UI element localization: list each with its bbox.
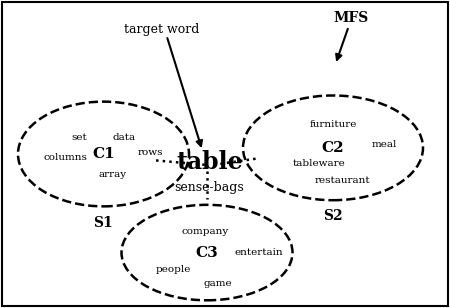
Text: S1: S1 xyxy=(94,216,113,229)
Text: S2: S2 xyxy=(323,209,343,223)
Text: meal: meal xyxy=(372,140,397,149)
Text: MFS: MFS xyxy=(333,11,369,26)
Text: columns: columns xyxy=(43,152,87,162)
Text: entertain: entertain xyxy=(234,248,283,257)
Text: table: table xyxy=(176,150,243,174)
Text: people: people xyxy=(156,265,191,274)
Text: tableware: tableware xyxy=(293,159,346,168)
Text: C3: C3 xyxy=(196,245,218,260)
Text: sense-bags: sense-bags xyxy=(175,181,244,194)
Text: set: set xyxy=(71,132,87,142)
Text: C1: C1 xyxy=(92,147,115,161)
Text: furniture: furniture xyxy=(309,120,357,129)
Text: array: array xyxy=(99,169,126,179)
Text: restaurant: restaurant xyxy=(314,176,370,185)
Text: data: data xyxy=(112,132,135,142)
Text: game: game xyxy=(204,279,233,288)
Text: company: company xyxy=(181,226,228,236)
Text: rows: rows xyxy=(138,148,163,157)
FancyBboxPatch shape xyxy=(2,2,448,306)
Text: target word: target word xyxy=(124,23,200,36)
Text: C2: C2 xyxy=(322,141,344,155)
